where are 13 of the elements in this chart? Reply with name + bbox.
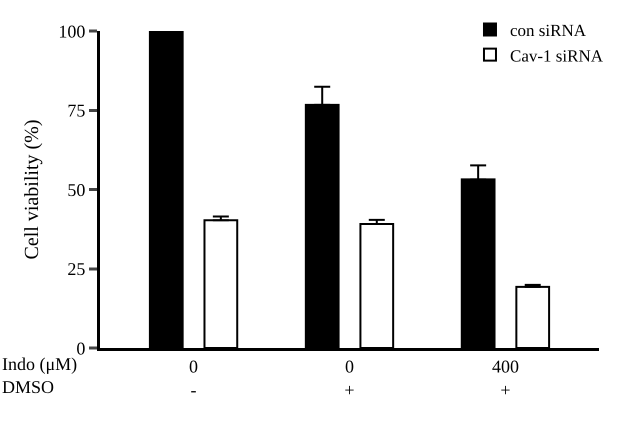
text: DMSO [2,377,54,397]
x-tick-label: 0 - [189,356,198,400]
legend-label: Cav-1 siRNA [510,46,604,66]
y-tick-label: 50 [67,180,86,200]
y-tick-label: 100 [58,21,86,42]
y-tick-label: 25 [67,259,86,280]
x-tick-label: 0 + [344,356,355,400]
y-tick-label: 75 [67,100,86,121]
text: Indo (μM) [2,354,78,374]
y-axis-title: Cell viability (%) [20,120,43,260]
legend-label: con siRNA [510,21,587,40]
x-tick-label: 400 + [492,356,519,400]
y-tick-label: 0 [76,338,86,358]
